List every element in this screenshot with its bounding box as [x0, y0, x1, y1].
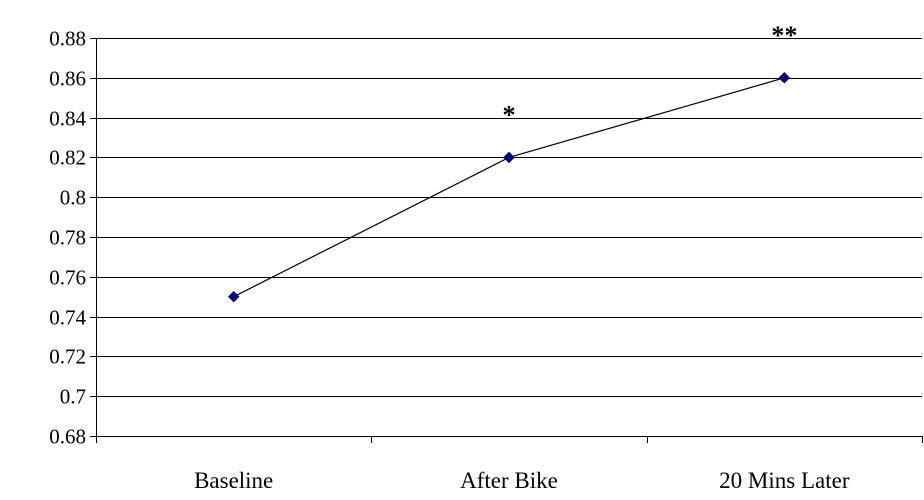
- y-tick-labels: 0.68 0.7 0.72 0.74 0.76 0.78 0.8 0.82 0.84 0.86 0.…: [49, 27, 86, 449]
- x-tick-label: 20 Mins Later: [719, 468, 850, 493]
- y-tick-label: 0.72: [49, 345, 86, 369]
- y-tick-label: 0.78: [49, 226, 86, 250]
- data-point: [227, 290, 240, 303]
- y-tick-label: 0.74: [49, 306, 86, 330]
- y-tick-label: 0.88: [49, 27, 86, 51]
- y-tick-label: 0.68: [49, 425, 86, 449]
- data-point: [778, 71, 791, 84]
- y-tick-label: 0.82: [49, 146, 86, 170]
- y-tick-label: 0.86: [49, 67, 86, 91]
- data-point: [503, 151, 515, 164]
- y-tick-label: 0.8: [60, 186, 86, 210]
- significance-marker: *: [503, 100, 516, 129]
- x-tick-label: Baseline: [194, 468, 273, 493]
- significance-marker: **: [771, 21, 797, 50]
- gridlines: [96, 38, 922, 437]
- axes: [90, 38, 923, 443]
- x-tick-label: After Bike: [460, 468, 558, 493]
- y-tick-label: 0.84: [49, 107, 86, 131]
- data-markers: [227, 71, 791, 303]
- x-tick-labels: Baseline After Bike 20 Mins Later: [194, 468, 850, 493]
- y-tick-label: 0.76: [49, 266, 86, 290]
- y-tick-label: 0.7: [60, 385, 86, 409]
- significance-annotations: ***: [503, 21, 798, 130]
